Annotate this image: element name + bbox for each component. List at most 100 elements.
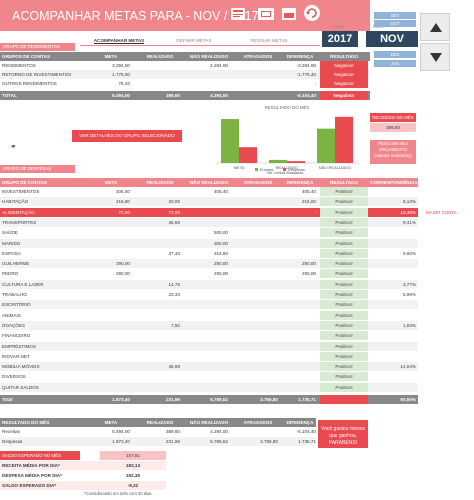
expense-row[interactable]: DOAÇÕES 7,50 Positivo! 1,93% <box>0 320 418 330</box>
tab-definir-metas[interactable]: DEFINIR METAS <box>176 38 212 43</box>
income-row[interactable]: RETORNO DE INVESTIMENTOS 1.776,00 -1.776,4… <box>0 70 370 79</box>
income-cell-meta: 3.294,00 <box>112 63 130 68</box>
expense-cell-realizado: 23,33 <box>168 292 181 297</box>
income-row[interactable]: RENDIMENTOS 3.294,00 4.294,00 -3.294,00 Nega… <box>0 61 370 70</box>
expense-cell-resultado: Positivo! <box>320 331 368 341</box>
month-item-out[interactable]: OUT <box>374 20 416 27</box>
details-button[interactable]: VER DETALHES DO GRUPO SELECIONADO <box>72 130 182 142</box>
month-down-button[interactable] <box>420 43 450 71</box>
expense-cell-name: TRABALHO <box>2 292 27 297</box>
nav-tabs <box>80 34 320 46</box>
expense-row[interactable]: EMPRÉSTIMOS Positivo! <box>0 341 418 351</box>
tab-acompanhar-metas[interactable]: ACOMPANHAR METAS <box>93 38 145 43</box>
month-item-jan[interactable]: JAN <box>374 60 416 67</box>
expense-row[interactable]: INVESTIMENTOS 405,40 405,40 405,40 Positivo! <box>0 187 418 196</box>
summary-cell-diferenca: -5.104,40 <box>296 429 316 434</box>
expense-cell-name: GUILHERME <box>2 261 30 267</box>
expense-cell-diferenca <box>282 218 318 227</box>
expense-cell-atrasados <box>236 331 280 340</box>
expense-cell-resultado: Positivo! <box>320 228 368 238</box>
expense-row[interactable]: ALIMENTAÇÃO 72,00 72,00 - Positivo! 18,48% <box>0 207 418 217</box>
expense-cell-name: INVESTIMENTOS <box>2 189 40 194</box>
expense-row[interactable]: SAÚDE 500,00 Positivo! <box>0 228 418 238</box>
expense-cell-resultado: Positivo! <box>320 320 368 330</box>
expense-row[interactable]: ESCRITÓRIO Positivo! <box>0 300 418 310</box>
expense-cell-resultado: Positivo! <box>320 259 368 269</box>
summary-col-0: RESULTADO DO MÊS <box>2 420 50 425</box>
month-item-set[interactable]: SET <box>374 12 416 19</box>
expense-cell-diferenca <box>282 331 318 340</box>
expense-cell-nao_realizado <box>188 197 230 206</box>
expense-cell-realizado <box>138 269 182 278</box>
expense-cell-name: ESPOSA <box>2 250 21 256</box>
money-icon[interactable] <box>258 8 274 20</box>
income-cell-meta: 75,40 <box>118 81 131 86</box>
summary-col-3: NÃO REALIZADO <box>189 420 229 425</box>
legend-caption[interactable]: Ver Contas Atrasadas <box>266 171 304 175</box>
expenses-col-3: NÃO REALIZADO <box>189 180 229 185</box>
summary-col-2: REALIZADO <box>146 420 174 425</box>
expense-row[interactable]: INOVAR.NET Positivo! <box>0 351 418 361</box>
expense-row[interactable]: FINANCEIRO Positivo! <box>0 331 418 341</box>
summary-table-header: RESULTADO DO MÊS META REALIZADO NÃO REALIZA… <box>0 418 316 427</box>
expense-cell-nao_realizado: 290,00 <box>213 271 228 277</box>
expense-row[interactable]: TRABALHO 23,33 Positivo! 5,99% <box>0 290 418 299</box>
expense-cell-corr: 18,48% <box>400 209 416 215</box>
triangle-down-icon <box>430 53 442 62</box>
expense-row[interactable]: MARIDO 300,00 Positivo! <box>0 238 418 248</box>
expense-cell-atrasados <box>236 372 280 381</box>
expense-cell-nao_realizado: 300,00 <box>213 240 228 246</box>
expenses-section-label <box>0 165 75 173</box>
expense-row[interactable]: TRANSPORTES 36,66 Positivo! 9,41% <box>0 217 418 227</box>
expense-cell-atrasados <box>236 321 280 330</box>
expense-row[interactable]: PEDRO 290,00 290,00 290,00 Positivo! <box>0 269 418 279</box>
expense-row[interactable]: ESPOSA 37,40 316,60 Positivo! 9,60% <box>0 248 418 258</box>
expense-cell-resultado: Positivo! <box>320 362 368 372</box>
month-selector[interactable]: NOV <box>366 31 418 47</box>
balance-row: SALDO ESPERADO DIA* -9,22 <box>0 481 166 490</box>
tab-revisar-metas[interactable]: REVISAR METAS <box>250 38 288 43</box>
expense-row[interactable]: MOBÍLIA MÓVEIS 46,88 Positivo! 12,04% <box>0 362 418 372</box>
expense-cell-realizado: 14,75 <box>168 281 181 287</box>
chart-title: RESULTADO DO MÊS <box>264 105 310 110</box>
document-icon[interactable] <box>231 8 245 20</box>
expense-cell-realizado: 46,88 <box>168 364 181 370</box>
expense-cell-name: MOBÍLIA MÓVEIS <box>2 364 40 370</box>
month-up-button[interactable] <box>420 13 450 41</box>
budget-weight-box: PESO EM SEU ORÇAMENTO (valores realizado… <box>370 140 416 164</box>
expense-cell-nao_realizado <box>188 362 230 371</box>
expenses-col-0: GRUPO DE CONTAS <box>2 180 47 185</box>
income-table-header: GRUPOS DE CONTAS META REALIZADO NÃO REALIZA… <box>0 52 370 61</box>
expense-cell-corr <box>370 269 418 278</box>
income-row[interactable]: OUTROS RENDIMENTOS 75,40 - Negativo! <box>0 79 370 88</box>
expense-row[interactable]: DIVERSOS Positivo! <box>0 372 418 382</box>
expense-row[interactable]: CULTURA E LAZER 14,75 Positivo! 3,77% <box>0 279 418 289</box>
expense-cell-corr <box>370 372 418 381</box>
income-col-3: NÃO REALIZADO <box>189 54 229 59</box>
expense-row[interactable]: GUILHERME 290,00 290,00 290,00 Positivo! <box>0 259 418 269</box>
expense-cell-resultado: Positivo! <box>320 217 368 227</box>
expense-cell-nao_realizado <box>188 372 230 381</box>
income-cell-resultado: Negativo! <box>320 79 368 88</box>
expense-cell-meta: 290,00 <box>115 261 130 267</box>
cash-register-icon[interactable] <box>282 8 296 20</box>
income-cell-atrasados <box>236 79 280 88</box>
expense-cell-name: ALIMENTAÇÃO <box>2 209 35 215</box>
expense-cell-resultado: Positivo! <box>320 382 368 392</box>
month-item-dez[interactable]: DEZ <box>374 51 416 58</box>
expense-row[interactable]: QUITAR SALDOS Positivo! <box>0 382 418 392</box>
summary-table: Receitas 5.494,00 389,60 4.294,00 -5.104,40 D… <box>0 427 316 447</box>
expense-cell-meta: 216,00 <box>115 199 130 205</box>
expense-cell-realizado <box>138 352 182 361</box>
expense-cell-name: QUITAR SALDOS <box>2 384 39 390</box>
income-cell-resultado: Negativo! <box>320 61 368 70</box>
balance-title-value: 157,91 <box>100 451 166 460</box>
expense-row[interactable]: ANIMAIS Positivo! <box>0 310 418 320</box>
link-icon: ⚭ <box>10 142 17 151</box>
refresh-icon[interactable] <box>304 5 320 21</box>
year-selector[interactable]: 2017 <box>322 31 358 47</box>
expense-row[interactable]: HABITAÇÃO 216,00 20,00 216,00 Positivo! 5,13% <box>0 197 418 207</box>
expense-cell-resultado: Positivo! <box>320 372 368 382</box>
chart-legend-label: Despesas <box>288 168 305 172</box>
expense-cell-resultado: Positivo! <box>320 341 368 351</box>
